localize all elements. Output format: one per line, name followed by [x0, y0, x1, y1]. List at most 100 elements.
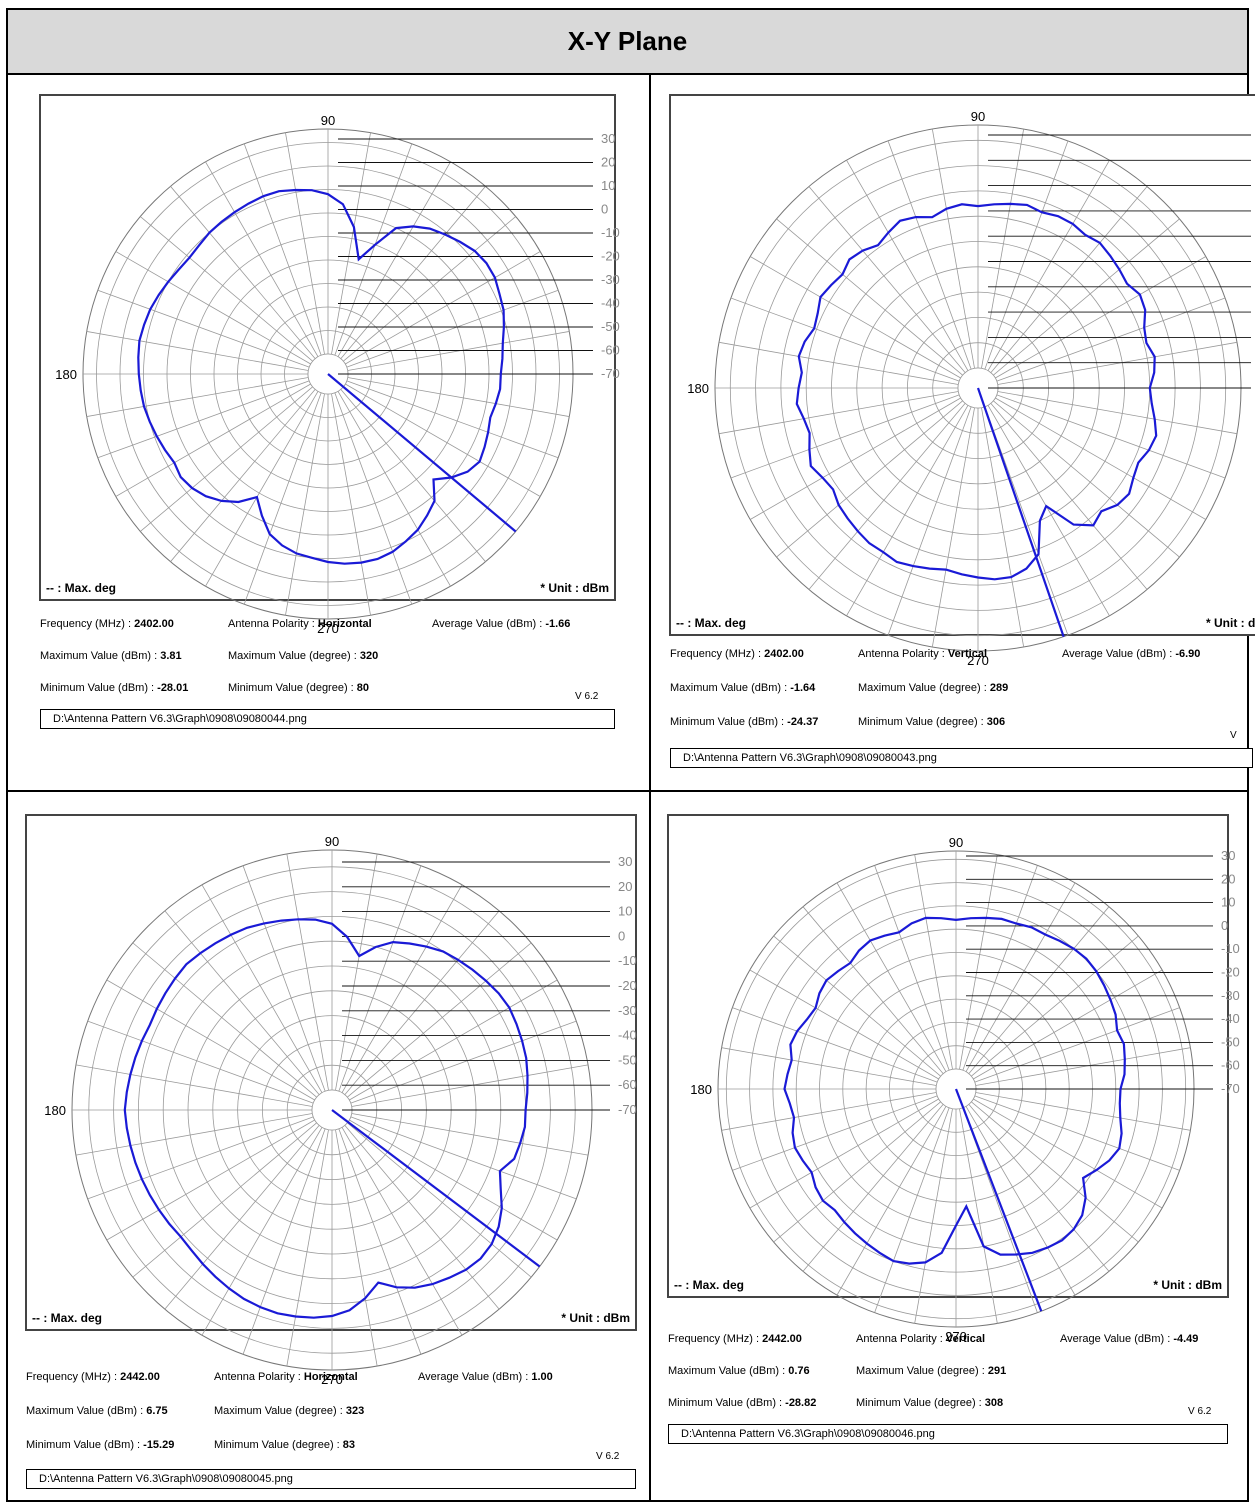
grid-spoke [243, 143, 322, 356]
grid-spoke [773, 935, 941, 1077]
average-value-field: Average Value (dBm) : -6.90 [1062, 648, 1200, 660]
grid-spoke [343, 216, 516, 362]
grid-spoke [981, 128, 1025, 369]
average-value-value: -1.66 [545, 618, 571, 630]
scale-tick-label: -50 [1221, 1034, 1240, 1049]
file-path-box: D:\Antenna Pattern V6.3\Graph\0908\09080… [668, 1424, 1228, 1444]
page-title: X-Y Plane [567, 26, 688, 56]
grid-spoke [993, 218, 1180, 376]
grid-spoke [334, 143, 413, 356]
grid-spoke [993, 400, 1180, 558]
grid-spoke [106, 1119, 315, 1241]
scale-tick-label: -10 [601, 225, 620, 240]
min-value-degree-value: 306 [986, 716, 1006, 728]
max-value-degree-field: Maximum Value (degree) : 289 [858, 682, 1008, 694]
grid-spoke [349, 979, 558, 1101]
min-value-dbm-field: Minimum Value (dBm) : -24.37 [670, 716, 818, 728]
scale-tick-label: -40 [1221, 1011, 1240, 1026]
chart-frame [667, 814, 1229, 1298]
version-label: V 6.2 [1188, 1406, 1212, 1417]
min-value-dbm-value: -28.82 [785, 1397, 817, 1409]
grid-spoke [170, 186, 316, 359]
max-value-degree-value: 320 [359, 650, 379, 662]
grid-spoke [337, 391, 451, 587]
min-value-degree-label: Minimum Value (degree) : [858, 716, 987, 728]
grid-spoke [205, 391, 319, 587]
grid-spoke [201, 884, 323, 1093]
grid-spoke [334, 392, 413, 605]
min-value-degree-field: Minimum Value (degree) : 83 [214, 1439, 355, 1451]
pattern-curve [123, 918, 529, 1319]
min-value-dbm-value: -24.37 [787, 716, 819, 728]
grid-spoke [914, 1108, 953, 1324]
grid-spoke [776, 400, 963, 558]
polar-chart: 30 20 10 0 -10 -20 -30 -40 -50 -60 -70 90 180 270 -- :… [667, 814, 1240, 1344]
grid-spoke [914, 854, 953, 1070]
grid-spoke [97, 380, 310, 459]
grid-spoke [285, 393, 325, 616]
version-label: V 6.2 [575, 691, 599, 702]
grid-spoke [802, 1104, 944, 1272]
min-value-degree-value: 308 [984, 1397, 1004, 1409]
grid-spoke [846, 405, 969, 616]
grid-spoke [959, 1108, 998, 1324]
grid-spoke [346, 289, 559, 368]
scale-tick-label: -40 [601, 296, 620, 311]
polarity-field: Antenna Polarity : Horizontal [214, 1371, 358, 1383]
grid-spoke [773, 1101, 941, 1243]
scale-tick-label: -10 [1221, 941, 1240, 956]
grid-spoke [975, 1092, 1191, 1131]
grid-spoke [836, 882, 947, 1072]
legend-max-deg: -- : Max. deg [46, 581, 116, 595]
polarity-value: Vertical [945, 1333, 986, 1345]
grid-spoke [887, 140, 972, 370]
file-path-box: D:\Antenna Pattern V6.3\Graph\0908\09080… [670, 748, 1253, 768]
grid-spoke [75, 1064, 313, 1107]
grid-spoke [345, 383, 541, 497]
min-value-dbm-field: Minimum Value (dBm) : -15.29 [26, 1439, 174, 1451]
max-value-dbm-value: -1.64 [790, 682, 816, 694]
max-value-dbm-label: Maximum Value (dBm) : [40, 650, 161, 662]
scale-tick-label: 30 [601, 131, 615, 146]
grid-spoke [164, 1125, 320, 1310]
scale-tick-label: -40 [618, 1028, 637, 1043]
grid-spoke [887, 406, 972, 636]
scale-tick-label: -20 [618, 978, 637, 993]
legend-max-deg: -- : Max. deg [674, 1278, 744, 1292]
frequency-label: Frequency (MHz) : [668, 1333, 763, 1345]
document-table: X-Y Plane [6, 8, 1249, 1502]
min-value-degree-label: Minimum Value (degree) : [228, 682, 357, 694]
min-value-degree-value: 80 [356, 682, 370, 694]
min-value-degree-field: Minimum Value (degree) : 80 [228, 682, 369, 694]
grid-spoke [987, 405, 1110, 616]
max-value-dbm-field: Maximum Value (dBm) : 6.75 [26, 1405, 168, 1417]
scale-tick-label: -30 [618, 1003, 637, 1018]
scale-tick-label: -70 [618, 1102, 637, 1117]
scale-tick-label: 20 [1221, 871, 1235, 886]
grid-spoke [802, 906, 944, 1074]
column-divider [649, 73, 651, 1500]
grid-spoke [973, 1098, 1163, 1209]
grid-spoke [836, 1106, 947, 1296]
grid-spoke [345, 251, 541, 365]
grid-spoke [347, 942, 532, 1098]
average-value-field: Average Value (dBm) : -1.66 [432, 618, 570, 630]
min-value-degree-value: 83 [342, 1439, 356, 1451]
average-value-label: Average Value (dBm) : [432, 618, 546, 630]
polarity-value: Horizontal [317, 618, 372, 630]
legend-max-deg: -- : Max. deg [32, 1311, 102, 1325]
grid-spoke [874, 865, 950, 1071]
grid-spoke [115, 383, 311, 497]
max-value-dbm-field: Maximum Value (dBm) : 0.76 [668, 1365, 810, 1377]
angle-label-180: 180 [55, 367, 77, 382]
scale-tick-label: -20 [1221, 965, 1240, 980]
grid-spoke [347, 331, 570, 371]
angle-label-90: 90 [971, 109, 985, 124]
min-value-dbm-label: Minimum Value (dBm) : [670, 716, 788, 728]
grid-spoke [338, 865, 422, 1092]
grid-spoke [349, 1119, 558, 1241]
angle-label-270: 270 [321, 1372, 343, 1387]
grid-spoke [242, 1128, 326, 1355]
scale-tick-label: 10 [1221, 895, 1235, 910]
